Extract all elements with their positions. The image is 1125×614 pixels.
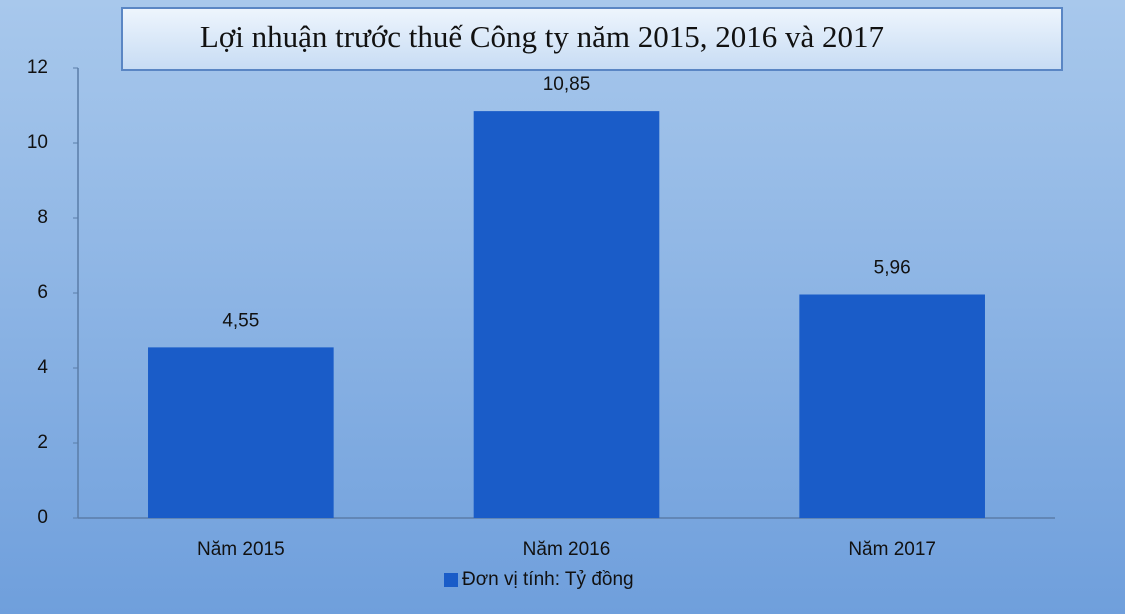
bar [799,294,985,518]
data-label: 10,85 [543,74,591,95]
legend-label: Đơn vị tính: Tỷ đồng [462,569,634,590]
chart-title: Lợi nhuận trước thuế Công ty năm 2015, 2… [200,19,884,54]
y-tick-label: 8 [37,207,48,228]
y-tick-label: 12 [27,57,48,78]
bar [473,111,660,518]
data-label: 4,55 [222,310,259,331]
y-tick-label: 0 [37,507,48,528]
y-tick-label: 6 [37,282,48,303]
bar [148,347,334,518]
title-box [121,7,1063,71]
data-label: 5,96 [874,258,911,279]
y-tick-label: 4 [37,357,48,378]
y-tick-label: 10 [27,132,48,153]
x-tick-label: Năm 2017 [848,539,936,560]
legend-swatch [444,573,458,587]
x-tick-label: Năm 2015 [197,539,285,560]
y-tick-label: 2 [37,432,48,453]
x-tick-label: Năm 2016 [523,539,611,560]
